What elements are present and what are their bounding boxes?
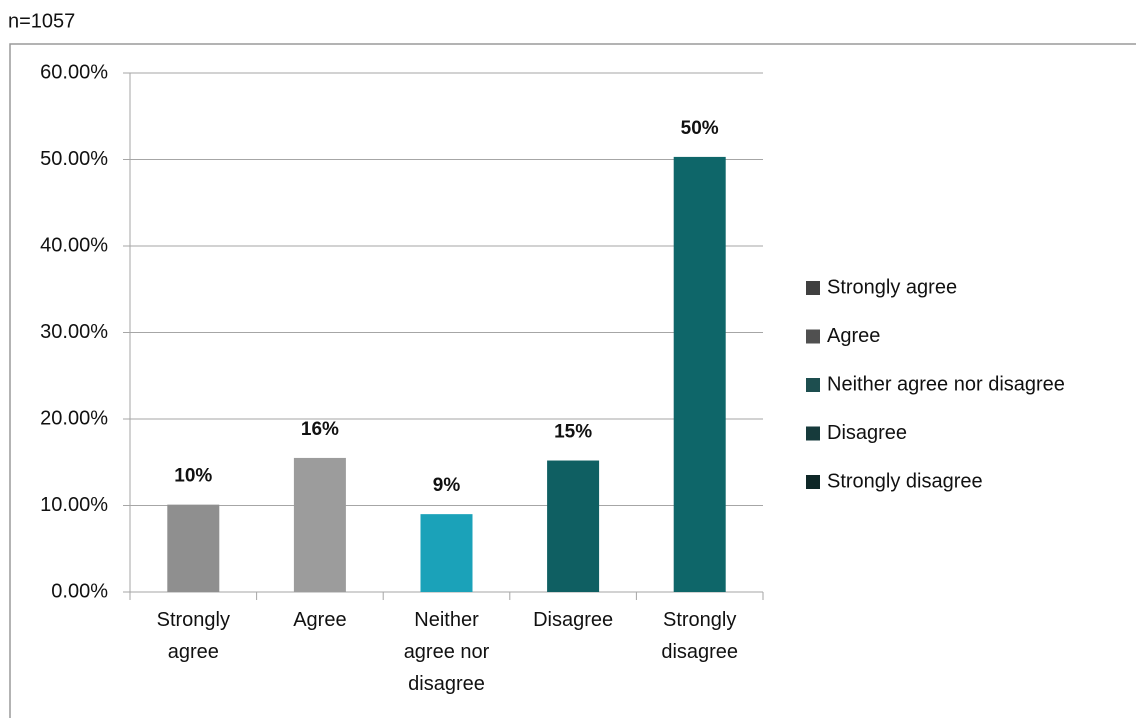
data-label: 50% [681,118,719,139]
y-tick-label: 30.00% [40,321,108,343]
legend-swatch [806,426,820,441]
legend-swatch [806,378,820,392]
data-label: 9% [433,475,461,496]
chart-title: n=1057 [8,10,75,32]
legend-label: Strongly agree [827,276,957,298]
bar [547,460,600,592]
y-tick-label: 20.00% [40,407,108,429]
y-tick-label: 0.00% [51,580,108,602]
bar [420,514,473,592]
legend-label: Strongly disagree [827,470,983,492]
y-tick-label: 60.00% [40,61,108,83]
legend-label: Agree [827,325,880,347]
y-tick-label: 40.00% [40,234,108,256]
x-tick-label: Agree [293,609,347,631]
x-tick-label: Strongly disagree [661,609,739,663]
bar [167,504,220,592]
chart-frame [9,43,1136,718]
data-label: 15% [554,422,592,443]
legend-swatch [806,475,820,489]
x-tick-label: Neither agree nor disagree [403,609,490,695]
legend-label: Disagree [827,422,907,444]
bar [293,457,346,592]
legend-label: Neither agree nor disagree [827,373,1065,395]
data-label: 10% [174,466,212,487]
y-tick-label: 50.00% [40,148,108,170]
legend-swatch [806,281,820,295]
x-tick-label: Disagree [533,609,614,631]
legend-swatch [806,329,820,344]
y-tick-label: 10.00% [40,494,108,516]
data-label: 16% [301,419,339,440]
bar [673,156,726,592]
x-tick-label: Strongly agree [156,609,230,663]
